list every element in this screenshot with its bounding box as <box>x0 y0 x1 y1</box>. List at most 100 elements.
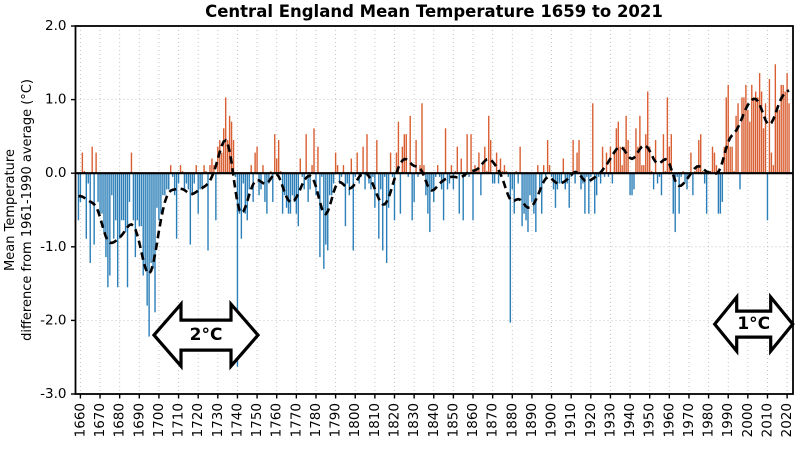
bar-negative-anomaly <box>289 173 292 214</box>
bar-negative-anomaly <box>391 173 394 177</box>
bar-negative-anomaly <box>380 173 382 190</box>
bar-positive-anomaly <box>762 128 765 174</box>
x-tick-label: 1740 <box>229 403 245 437</box>
bar-negative-anomaly <box>527 173 529 233</box>
bar-negative-anomaly <box>152 173 154 269</box>
bar-positive-anomaly <box>515 170 517 174</box>
bar-negative-anomaly <box>393 173 396 221</box>
x-tick-label: 1850 <box>445 403 461 437</box>
y-tick-label: -1.0 <box>40 239 66 255</box>
bar-negative-anomaly <box>126 173 129 288</box>
bar-positive-anomaly <box>334 152 337 174</box>
bar-negative-anomaly <box>594 173 596 214</box>
bar-positive-anomaly <box>224 97 227 174</box>
bar-positive-anomaly <box>170 165 172 174</box>
bar-positive-anomaly <box>643 165 645 174</box>
bar-negative-anomaly <box>411 173 413 221</box>
bar-negative-anomaly <box>207 173 209 251</box>
bar-positive-anomaly <box>362 146 364 174</box>
bar-positive-anomaly <box>701 170 704 174</box>
bar-positive-anomaly <box>279 170 282 174</box>
bar-positive-anomaly <box>403 134 406 174</box>
bar-positive-anomaly <box>647 91 649 174</box>
bar-negative-anomaly <box>656 173 659 184</box>
bar-negative-anomaly <box>719 173 722 214</box>
bar-negative-anomaly <box>234 173 237 177</box>
x-tick-label: 1710 <box>171 403 187 437</box>
bar-negative-anomaly <box>258 173 260 196</box>
bar-negative-anomaly <box>427 173 429 214</box>
x-tick-label: 1700 <box>151 403 167 437</box>
bar-positive-anomaly <box>780 84 782 174</box>
bar-positive-anomaly <box>436 165 439 174</box>
bar-negative-anomaly <box>332 173 335 184</box>
bar-negative-anomaly <box>109 173 111 276</box>
bar-negative-anomaly <box>330 173 333 196</box>
bar-positive-anomaly <box>262 165 264 174</box>
bar-negative-anomaly <box>301 173 303 177</box>
bar-negative-anomaly <box>268 173 270 184</box>
bar-positive-anomaly <box>482 165 484 174</box>
bar-positive-anomaly <box>737 103 739 174</box>
bar-positive-anomaly <box>698 140 700 174</box>
bar-positive-anomaly <box>735 115 737 174</box>
bar-negative-anomaly <box>199 173 201 190</box>
bar-negative-anomaly <box>438 173 441 177</box>
bar-positive-anomaly <box>617 121 619 174</box>
bar-negative-anomaly <box>660 173 663 196</box>
x-tick-label: 1760 <box>269 403 285 437</box>
bar-positive-anomaly <box>217 146 219 174</box>
x-tick-label: 1840 <box>426 403 442 437</box>
bar-positive-anomaly <box>95 152 97 174</box>
x-tick-label: 1920 <box>583 403 599 437</box>
bar-positive-anomaly <box>270 170 272 174</box>
bar-negative-anomaly <box>435 173 437 177</box>
bar-positive-anomaly <box>460 158 462 174</box>
bar-negative-anomaly <box>264 173 266 202</box>
bar-negative-anomaly <box>446 173 449 190</box>
bar-positive-anomaly <box>733 170 735 174</box>
bar-negative-anomaly <box>407 173 409 177</box>
bar-negative-anomaly <box>323 173 325 269</box>
x-tick-label: 2000 <box>740 403 756 437</box>
scale-arrow-shape <box>151 299 261 371</box>
bar-positive-anomaly <box>751 84 753 174</box>
bar-negative-anomaly <box>588 173 590 214</box>
bar-negative-anomaly <box>529 173 531 196</box>
bar-negative-anomaly <box>158 173 160 221</box>
bar-negative-anomaly <box>480 173 482 196</box>
bar-negative-anomaly <box>468 173 470 177</box>
bar-positive-anomaly <box>366 134 368 174</box>
bar-positive-anomaly <box>542 165 545 174</box>
chart-title: Central England Mean Temperature 1659 to… <box>205 2 663 21</box>
bar-positive-anomaly <box>537 165 539 174</box>
bar-positive-anomaly <box>495 152 498 174</box>
bar-negative-anomaly <box>603 173 606 177</box>
bar-negative-anomaly <box>497 173 500 184</box>
bar-negative-anomaly <box>173 173 176 196</box>
bar-positive-anomaly <box>572 140 574 174</box>
bar-negative-anomaly <box>721 173 724 202</box>
bar-positive-anomaly <box>768 78 771 174</box>
bar-negative-anomaly <box>148 173 150 337</box>
bar-positive-anomaly <box>650 170 653 174</box>
bar-negative-anomaly <box>584 173 586 214</box>
bar-positive-anomaly <box>774 64 777 174</box>
bar-negative-anomaly <box>507 173 510 177</box>
bar-positive-anomaly <box>694 170 696 174</box>
bar-positive-anomaly <box>715 165 718 174</box>
x-tick-label: 1670 <box>92 403 108 437</box>
bar-positive-anomaly <box>760 91 763 174</box>
bar-positive-anomaly <box>788 103 790 174</box>
bar-positive-anomaly <box>230 121 233 174</box>
bar-negative-anomaly <box>374 173 376 208</box>
bar-positive-anomaly <box>625 115 627 174</box>
bar-positive-anomaly <box>731 146 733 174</box>
bar-negative-anomaly <box>107 173 109 288</box>
bar-positive-anomaly <box>723 146 725 174</box>
x-tick-label: 1730 <box>210 403 226 437</box>
bar-negative-anomaly <box>533 173 535 214</box>
bar-negative-anomaly <box>599 173 602 184</box>
